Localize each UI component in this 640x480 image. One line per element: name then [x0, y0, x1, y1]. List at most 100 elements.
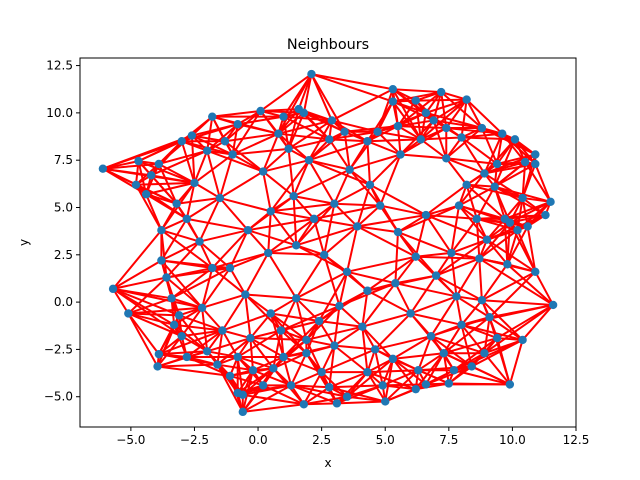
neighbour-edge	[483, 138, 516, 175]
scatter-point	[421, 210, 431, 220]
neighbour-edge	[305, 305, 341, 341]
scatter-point	[411, 384, 420, 394]
neighbour-edge	[410, 295, 457, 315]
neighbour-edge	[450, 218, 478, 254]
neighbour-edge	[323, 225, 358, 256]
scatter-point	[429, 116, 438, 125]
scatter-point	[304, 155, 314, 165]
neighbour-edge	[293, 168, 351, 198]
scatter-point	[330, 341, 339, 350]
neighbour-edge	[277, 73, 313, 135]
neighbour-edge	[175, 182, 196, 205]
neighbour-edge	[361, 326, 369, 373]
y-tick-label: −2.5	[44, 342, 73, 356]
neighbour-edge	[346, 358, 394, 398]
neighbour-edge	[331, 119, 378, 133]
neighbour-edge	[333, 183, 371, 205]
neighbour-edge	[453, 339, 523, 372]
neighbour-edge	[262, 159, 310, 173]
neighbour-edge	[333, 325, 363, 347]
scatter-point	[373, 127, 382, 136]
scatter-point	[452, 292, 461, 301]
neighbour-edge	[237, 356, 274, 370]
scatter-point	[197, 303, 207, 312]
neighbour-edge	[156, 335, 183, 368]
scatter-point	[492, 333, 502, 343]
neighbour-edge	[137, 160, 148, 195]
neighbour-edge	[362, 312, 411, 328]
scatter-point	[332, 399, 342, 408]
neighbour-edge	[112, 259, 162, 290]
neighbour-edge	[443, 337, 498, 355]
scatter-point	[225, 371, 235, 381]
neighbour-edge	[249, 337, 254, 371]
neighbour-edge	[186, 329, 224, 358]
neighbour-edge	[376, 131, 402, 156]
scatter-point	[314, 316, 324, 326]
neighbour-edge	[295, 270, 348, 300]
scatter-point	[289, 191, 298, 201]
neighbour-edge	[206, 337, 251, 353]
scatter-point	[485, 313, 494, 322]
scatter-point	[131, 180, 141, 189]
scatter-point	[518, 193, 527, 203]
neighbour-edge	[267, 211, 272, 253]
scatter-point	[462, 180, 471, 189]
scatter-point	[454, 201, 464, 210]
neighbour-edge	[278, 132, 330, 141]
scatter-point	[449, 366, 459, 375]
axes-frame	[79, 57, 577, 428]
neighbour-edge	[127, 297, 172, 315]
chart-title: Neighbours	[287, 37, 369, 53]
scatter-point	[472, 214, 481, 224]
neighbour-edge	[306, 325, 363, 341]
neighbour-edge	[392, 352, 444, 360]
neighbour-edge	[377, 130, 422, 141]
scatter-point	[215, 193, 225, 203]
neighbour-edge	[397, 119, 434, 128]
neighbour-edge	[460, 299, 483, 326]
neighbour-edge	[367, 274, 437, 292]
scatter-point	[442, 154, 451, 163]
neighbour-edge	[445, 157, 485, 175]
neighbour-edge	[465, 98, 503, 135]
neighbour-edge	[361, 282, 397, 328]
neighbour-edge	[440, 91, 483, 129]
neighbour-edge	[448, 365, 473, 385]
x-tick-label: −2.5	[180, 433, 209, 447]
neighbour-edge	[267, 252, 298, 299]
neighbour-edge	[397, 125, 447, 130]
neighbour-edge	[425, 111, 483, 129]
neighbour-edge	[287, 112, 305, 150]
neighbour-edge	[392, 357, 419, 372]
scatter-point	[325, 383, 334, 392]
neighbour-edge	[229, 267, 247, 296]
neighbour-edge	[173, 323, 223, 332]
neighbour-edge	[450, 205, 460, 254]
neighbour-edge	[435, 257, 480, 277]
scatter-point	[531, 267, 540, 277]
neighbour-edge	[247, 229, 269, 254]
scatter-point	[246, 333, 255, 343]
neighbour-edge	[247, 229, 297, 247]
neighbour-edge	[333, 202, 358, 228]
neighbour-edge	[201, 267, 214, 309]
scatter-point	[274, 129, 283, 138]
scatter-point	[218, 326, 227, 335]
neighbour-edge	[308, 138, 330, 161]
neighbour-edge	[476, 217, 518, 232]
scatter-point	[375, 201, 385, 210]
scatter-point	[292, 294, 301, 303]
neighbour-edge	[272, 330, 282, 369]
neighbour-edge	[269, 313, 285, 358]
neighbour-edge	[367, 140, 401, 156]
neighbour-edge	[102, 134, 193, 170]
neighbour-edge	[171, 297, 203, 309]
neighbour-edge	[287, 148, 295, 197]
neighbour-edge	[369, 153, 402, 186]
neighbour-edge	[331, 88, 394, 122]
neighbour-edge	[112, 229, 163, 290]
scatter-point	[503, 260, 512, 269]
scatter-point	[421, 108, 431, 118]
